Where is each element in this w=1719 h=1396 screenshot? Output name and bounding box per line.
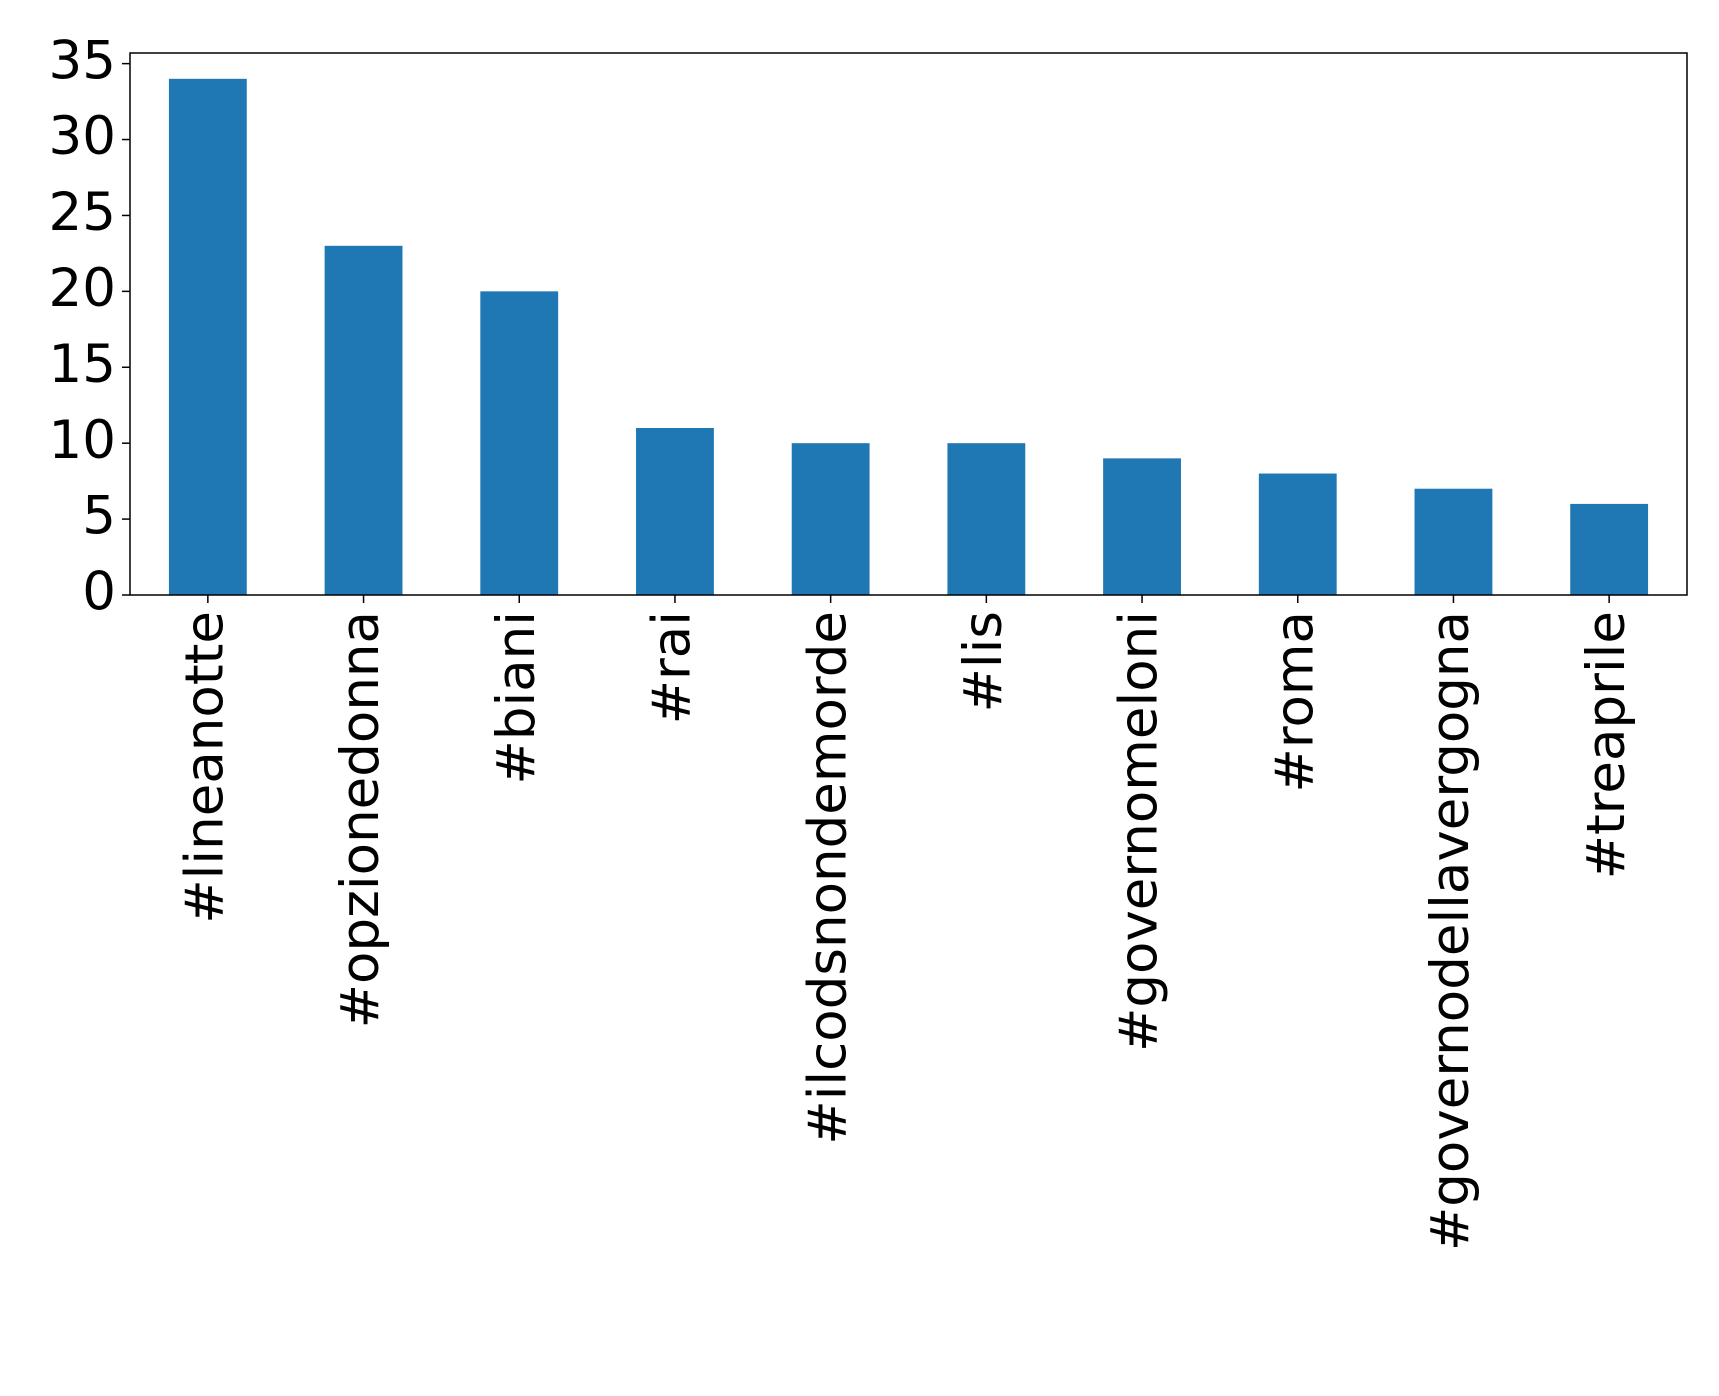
y-tick-label: 5 xyxy=(82,486,116,547)
x-tick-label: #rai xyxy=(642,611,703,724)
y-tick-label: 0 xyxy=(82,562,116,623)
x-tick-label: #roma xyxy=(1264,611,1325,793)
x-tick-label: #governodellavergogna xyxy=(1420,611,1481,1251)
bar xyxy=(480,291,559,595)
y-tick-label: 15 xyxy=(49,334,116,395)
y-tick-label: 10 xyxy=(49,410,116,471)
x-tick-label: #lis xyxy=(953,611,1014,712)
bar xyxy=(636,427,714,595)
plot-frame xyxy=(129,52,1688,596)
x-tick-label: #treaprile xyxy=(1576,611,1637,879)
y-tick-label: 20 xyxy=(49,258,116,319)
x-tick-label: #opzionedonna xyxy=(330,611,391,1028)
y-tick-label: 25 xyxy=(49,182,116,243)
bar xyxy=(1103,458,1181,595)
bar xyxy=(324,245,403,596)
bar xyxy=(1570,503,1649,595)
x-tick-label: #biani xyxy=(486,611,547,785)
y-tick-label: 30 xyxy=(49,106,116,167)
bar xyxy=(1258,473,1337,595)
x-tick-label: #lineanotte xyxy=(174,611,235,924)
bar xyxy=(791,443,870,595)
bar xyxy=(947,443,1026,595)
y-tick-label: 35 xyxy=(49,30,116,91)
x-tick-label: #ilcodsnondemorde xyxy=(797,611,858,1145)
bar xyxy=(168,78,247,596)
bar xyxy=(1414,488,1493,595)
x-tick-label: #governomeloni xyxy=(1109,611,1170,1052)
